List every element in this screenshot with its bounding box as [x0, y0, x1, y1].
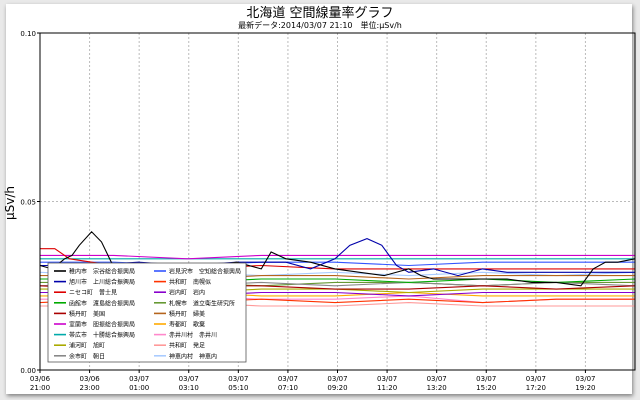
x-tick-date: 03/07: [327, 375, 347, 383]
legend-label: 神恵内村 神恵内: [169, 352, 217, 360]
legend-label: 旭川市 上川総合振興局: [69, 278, 135, 286]
x-tick-time: 09:20: [327, 384, 347, 392]
legend-label: 余市町 朝日: [69, 352, 105, 360]
x-tick-date: 03/07: [575, 375, 595, 383]
x-tick-date: 03/07: [526, 375, 546, 383]
legend-label: 室蘭市 胆振総合振興局: [69, 321, 135, 329]
legend-label: 浦河町 旭町: [69, 342, 105, 350]
axes: 0.000.050.1003/0621:0003/0623:0003/0701:…: [20, 30, 595, 392]
chart-subtitle: 最新データ:2014/03/07 21:10 単位:μSv/h: [238, 21, 402, 30]
grid-lines: [40, 33, 635, 370]
series-line: [40, 248, 635, 270]
x-tick-time: 01:00: [129, 384, 149, 392]
x-tick-time: 19:20: [575, 384, 595, 392]
y-tick-label: 0.05: [20, 199, 36, 207]
x-tick-date: 03/07: [129, 375, 149, 383]
x-tick-time: 15:20: [476, 384, 496, 392]
series-line: [40, 254, 635, 260]
x-tick-time: 13:20: [427, 384, 447, 392]
legend-label: 札幌市 道立衛生研究所: [169, 299, 235, 307]
x-tick-time: 11:20: [377, 384, 397, 392]
legend-label: 岩見沢市 空知総合振興局: [169, 268, 241, 276]
x-tick-date: 03/07: [228, 375, 248, 383]
x-tick-time: 03:10: [179, 384, 199, 392]
x-tick-date: 03/07: [278, 375, 298, 383]
x-tick-date: 03/07: [179, 375, 199, 383]
legend-label: 共和町 南幌似: [169, 278, 211, 286]
legend-label: 共和町 発足: [169, 342, 205, 350]
y-tick-label: 0.10: [20, 30, 36, 38]
legend-box: [47, 262, 247, 363]
legend-label: 積丹町 婦美: [169, 310, 205, 318]
legend-label: 函館市 渡島総合振興局: [69, 299, 135, 307]
legend-label: 岩内町 岩内: [169, 289, 205, 297]
legend-label: 寿都町 歌棄: [169, 321, 205, 329]
x-tick-time: 21:00: [30, 384, 50, 392]
y-tick-label: 0.00: [20, 367, 36, 375]
x-tick-date: 03/06: [79, 375, 100, 383]
legend-label: 赤井川村 赤井川: [169, 331, 217, 339]
legend-label: 稚内市 宗谷総合振興局: [69, 268, 135, 276]
x-tick-date: 03/07: [377, 375, 397, 383]
x-tick-time: 23:00: [79, 384, 99, 392]
legend-label: 帯広市 十勝総合振興局: [69, 331, 135, 339]
x-tick-time: 05:10: [228, 384, 248, 392]
x-tick-date: 03/07: [476, 375, 496, 383]
chart-title: 北海道 空間線量率グラフ: [246, 6, 394, 21]
x-tick-date: 03/06: [30, 375, 51, 383]
legend-label: ニセコ町 曽士見: [69, 289, 117, 297]
x-tick-time: 07:10: [278, 384, 298, 392]
x-tick-time: 17:20: [526, 384, 546, 392]
legend-label: 積丹町 美国: [69, 310, 105, 318]
x-tick-date: 03/07: [427, 375, 447, 383]
series-line: [39, 230, 636, 287]
